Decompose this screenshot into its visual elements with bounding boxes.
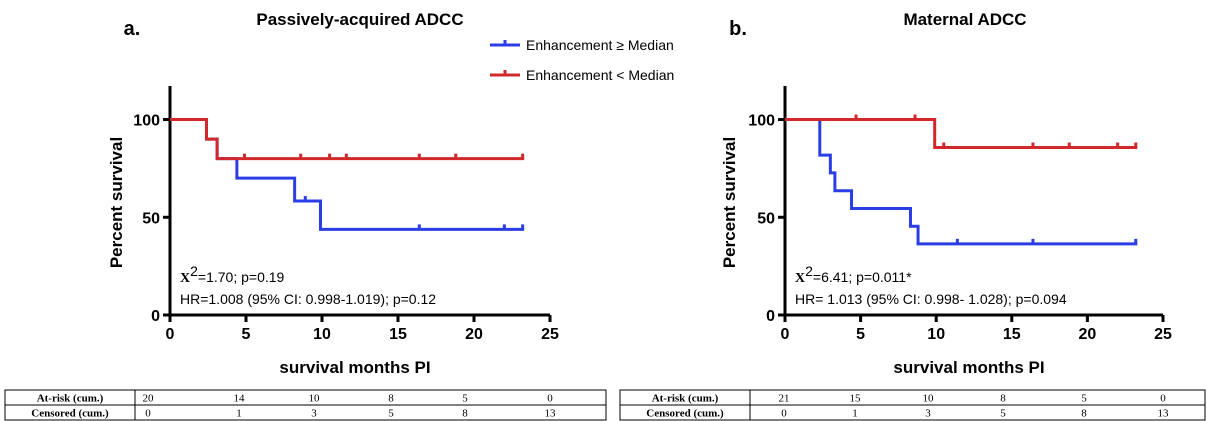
y-tick-label: 0 (766, 308, 775, 325)
survival-curve (170, 118, 525, 161)
table-cell: 10 (923, 393, 935, 405)
table-cell: 10 (309, 393, 321, 405)
y-tick-label: 50 (757, 210, 775, 227)
y-tick-label: 100 (133, 113, 160, 130)
x-tick-label: 25 (541, 326, 559, 343)
at-risk-table: At-risk (cum.) 20 14 10 8 5 0 Censored (cum.) 0 1… (4, 389, 607, 421)
x-tick-label: 15 (1003, 326, 1021, 343)
panel-label: b. (729, 18, 747, 40)
x-tick-label: 5 (856, 326, 865, 343)
x-tick-label: 20 (1079, 326, 1097, 343)
table-cell: 13 (1158, 408, 1170, 420)
stat-hazard-ratio: HR= 1.013 (95% CI: 0.998- 1.028); p=0.09… (795, 291, 1067, 307)
x-tick-label: 10 (313, 326, 331, 343)
table-cell: 3 (311, 408, 317, 420)
x-tick-label: 20 (465, 326, 483, 343)
y-axis-label: Percent survival (720, 137, 739, 268)
table-cell: 15 (850, 393, 862, 405)
x-tick-label: 25 (1154, 326, 1172, 343)
survival-curve (785, 118, 1138, 246)
table-cell: 13 (545, 408, 557, 420)
survival-curve (170, 118, 525, 231)
table-cell: 8 (462, 408, 468, 420)
table-cell: 1 (852, 408, 858, 420)
table-row-label: At-risk (cum.) (652, 393, 719, 405)
y-tick-label: 50 (142, 210, 160, 227)
stat-hazard-ratio: HR=1.008 (95% CI: 0.998-1.019); p=0.12 (180, 291, 436, 307)
table-cell: 8 (388, 393, 394, 405)
series-enhancement-below-median (170, 118, 525, 161)
table-cell: 21 (779, 393, 790, 405)
table-cell: 3 (925, 408, 931, 420)
table-row-label: At-risk (cum.) (37, 393, 104, 405)
x-axis-label: survival months PI (893, 358, 1044, 377)
stat-chi-square: X2=6.41; p=0.011* (795, 263, 912, 286)
table-cell: 5 (1081, 393, 1087, 405)
table-cell: 8 (1081, 408, 1087, 420)
x-tick-label: 5 (242, 326, 251, 343)
table-cell: 1 (236, 408, 242, 420)
table-row-label: Censored (cum.) (31, 408, 109, 420)
x-tick-label: 0 (166, 326, 175, 343)
table-cell: 0 (145, 408, 151, 420)
table-cell: 0 (547, 393, 553, 405)
series-enhancement-above-median (170, 118, 525, 231)
legend-label: Enhancement < Median (526, 67, 674, 83)
x-tick-label: 15 (389, 326, 407, 343)
x-axis-label: survival months PI (279, 358, 430, 377)
table-cell: 0 (781, 408, 787, 420)
survival-curve (785, 118, 1138, 149)
panel-label: a. (124, 18, 141, 40)
chart-title: Maternal ADCC (903, 10, 1026, 29)
table-cell: 5 (388, 408, 394, 420)
table-cell: 14 (234, 393, 246, 405)
stat-chi-square: X2=1.70; p=0.19 (180, 263, 285, 286)
legend-label: Enhancement ≥ Median (526, 37, 674, 53)
x-tick-label: 0 (781, 326, 790, 343)
y-tick-label: 100 (748, 113, 775, 130)
y-axis-label: Percent survival (107, 137, 126, 268)
series-enhancement-below-median (785, 114, 1138, 149)
chart-title: Passively-acquired ADCC (256, 10, 463, 29)
table-cell: 0 (1160, 393, 1166, 405)
x-tick-label: 10 (927, 326, 945, 343)
series-enhancement-above-median (785, 118, 1138, 246)
table-cell: 5 (1000, 408, 1006, 420)
y-tick-label: 0 (151, 308, 160, 325)
table-row-label: Censored (cum.) (646, 408, 724, 420)
table-cell: 20 (143, 393, 155, 405)
table-cell: 8 (1000, 393, 1006, 405)
table-cell: 5 (462, 393, 468, 405)
